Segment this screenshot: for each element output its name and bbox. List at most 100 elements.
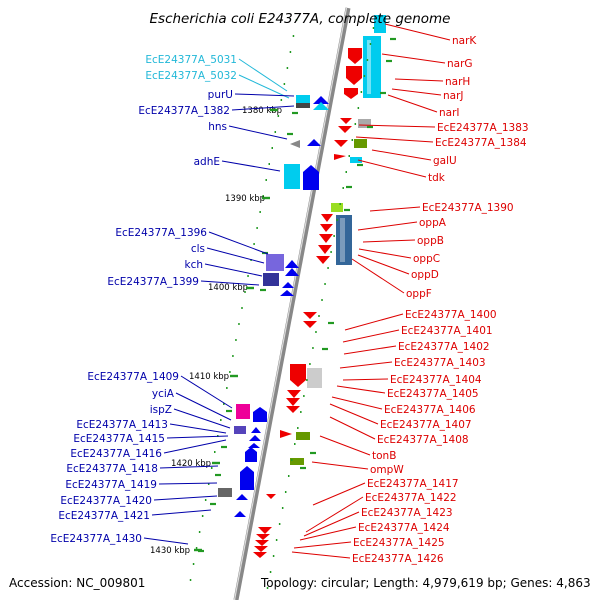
gene-label-ompw[interactable]: ompW <box>370 464 404 476</box>
gene-label-cls[interactable]: cls <box>191 243 205 255</box>
gene-label-ece24377a-1415[interactable]: EcE24377A_1415 <box>73 433 165 445</box>
gene-label-ece24377a-1405[interactable]: EcE24377A_1405 <box>387 388 479 400</box>
kbp-marker-label: 1400 kbp <box>208 283 248 293</box>
leader-line <box>329 403 379 425</box>
gene-label-galu[interactable]: galU <box>433 155 457 167</box>
leader-line <box>319 435 371 456</box>
leader-line <box>339 361 393 369</box>
leader-line <box>344 313 404 331</box>
leader-line <box>355 136 434 143</box>
gene-label-ece24377a-5032[interactable]: EcE24377A_5032 <box>145 70 237 82</box>
gene-label-ece24377a-1420[interactable]: EcE24377A_1420 <box>60 495 152 507</box>
kbp-scale: 1380 kbp 1390 kbp 1400 kbp 1410 kbp 1420 kbp… <box>150 106 282 556</box>
leader-line <box>381 53 446 64</box>
leader-line <box>358 248 412 259</box>
gene-label-nari[interactable]: narI <box>439 107 460 119</box>
gene-label-ece24377a-1403[interactable]: EcE24377A_1403 <box>394 357 486 369</box>
right-strand-features <box>253 15 386 558</box>
gene-label-ece24377a-1413[interactable]: EcE24377A_1413 <box>76 419 168 431</box>
gene-label-ece24377a-1423[interactable]: EcE24377A_1423 <box>361 507 453 519</box>
left-strand-features <box>218 95 329 517</box>
gene-label-narh[interactable]: narH <box>445 76 470 88</box>
leader-line <box>312 482 366 506</box>
leader-line <box>228 125 288 140</box>
gene-label-ece24377a-1404[interactable]: EcE24377A_1404 <box>390 374 482 386</box>
leader-line <box>311 461 369 470</box>
gene-label-ece24377a-1401[interactable]: EcE24377A_1401 <box>401 325 493 337</box>
gene-label-ece24377a-1430[interactable]: EcE24377A_1430 <box>50 533 142 545</box>
gene-label-ece24377a-1416[interactable]: EcE24377A_1416 <box>70 448 162 460</box>
leader-line <box>299 526 357 541</box>
gene-label-oppd[interactable]: oppD <box>411 269 439 281</box>
leader-line <box>369 206 421 212</box>
leader-line <box>362 239 416 243</box>
leader-line <box>175 392 232 421</box>
gene-label-ece24377a-1407[interactable]: EcE24377A_1407 <box>380 419 472 431</box>
gene-label-narg[interactable]: narG <box>447 58 473 70</box>
leader-line <box>336 385 386 394</box>
leader-line <box>204 263 263 277</box>
gene-label-ece24377a-5031[interactable]: EcE24377A_5031 <box>145 54 237 66</box>
gene-label-ece24377a-1424[interactable]: EcE24377A_1424 <box>358 522 450 534</box>
leader-line <box>331 396 383 410</box>
gene-label-puru[interactable]: purU <box>208 89 233 101</box>
leader-line <box>180 375 233 409</box>
leader-line <box>238 74 290 99</box>
gene-label-hns[interactable]: hns <box>208 121 227 133</box>
gene-label-ece24377a-1408[interactable]: EcE24377A_1408 <box>377 434 469 446</box>
topology-label: Topology: circular; Length: 4,979,619 bp… <box>260 576 591 590</box>
leader-line <box>342 329 400 343</box>
leader-line <box>206 247 265 264</box>
gene-label-ece24377a-1383[interactable]: EcE24377A_1383 <box>437 122 529 134</box>
gene-label-ece24377a-1390[interactable]: EcE24377A_1390 <box>422 202 514 214</box>
gene-label-ece24377a-1384[interactable]: EcE24377A_1384 <box>435 137 527 149</box>
gene-label-ece24377a-1382[interactable]: EcE24377A_1382 <box>138 105 230 117</box>
leader-line <box>394 78 444 82</box>
gene-label-oppb[interactable]: oppB <box>417 235 444 247</box>
leader-line <box>357 254 410 275</box>
gene-label-ece24377a-1406[interactable]: EcE24377A_1406 <box>384 404 476 416</box>
leader-line <box>169 423 227 434</box>
gene-label-tonb[interactable]: tonB <box>372 450 396 462</box>
leader-line <box>291 551 351 559</box>
kbp-marker-label: 1420 kbp <box>171 459 211 469</box>
leader-line <box>358 124 436 128</box>
gene-label-ece24377a-1409[interactable]: EcE24377A_1409 <box>87 371 179 383</box>
gene-label-ece24377a-1418[interactable]: EcE24377A_1418 <box>66 463 158 475</box>
map-title: Escherichia coli E24377A, complete genom… <box>150 11 451 27</box>
gene-label-narj[interactable]: narJ <box>443 90 464 102</box>
right-gene-labels: narK narG narH narJ narI EcE24377A_1383 EcE243… <box>352 35 529 565</box>
gene-label-ispz[interactable]: ispZ <box>150 404 172 416</box>
gene-label-ece24377a-1425[interactable]: EcE24377A_1425 <box>353 537 445 549</box>
gene-label-ece24377a-1399[interactable]: EcE24377A_1399 <box>107 276 199 288</box>
gene-label-ece24377a-1396[interactable]: EcE24377A_1396 <box>115 227 207 239</box>
gene-label-nark[interactable]: narK <box>452 35 477 47</box>
gene-label-oppc[interactable]: oppC <box>413 253 440 265</box>
gene-label-ece24377a-1402[interactable]: EcE24377A_1402 <box>398 341 490 353</box>
leader-line <box>343 345 397 355</box>
gene-label-oppf[interactable]: oppF <box>406 288 432 300</box>
gene-label-ece24377a-1422[interactable]: EcE24377A_1422 <box>365 492 457 504</box>
leader-line <box>303 511 360 537</box>
gene-label-ycia[interactable]: yciA <box>152 388 175 400</box>
leader-lines <box>143 23 451 559</box>
gene-label-oppa[interactable]: oppA <box>419 217 447 229</box>
kbp-marker-label: 1410 kbp <box>189 372 229 382</box>
kbp-marker-label: 1390 kbp <box>225 194 265 204</box>
gene-label-ece24377a-1417[interactable]: EcE24377A_1417 <box>367 478 459 490</box>
gene-label-adhe[interactable]: adhE <box>194 156 220 168</box>
gene-label-kch[interactable]: kch <box>184 259 203 271</box>
leader-line <box>305 496 364 533</box>
leader-line <box>357 221 418 231</box>
leader-line <box>166 435 229 439</box>
leader-line <box>371 149 432 161</box>
gene-label-ece24377a-1426[interactable]: EcE24377A_1426 <box>352 553 444 565</box>
gene-label-tdk[interactable]: tdk <box>428 172 446 184</box>
gene-label-ece24377a-1400[interactable]: EcE24377A_1400 <box>405 309 497 321</box>
leader-line <box>200 280 260 286</box>
leader-line <box>153 495 218 501</box>
leader-line <box>293 541 352 549</box>
left-gene-labels: EcE24377A_5031 EcE24377A_5032 purU EcE24377… <box>50 54 237 545</box>
gene-label-ece24377a-1419[interactable]: EcE24377A_1419 <box>65 479 157 491</box>
gene-label-ece24377a-1421[interactable]: EcE24377A_1421 <box>58 510 150 522</box>
